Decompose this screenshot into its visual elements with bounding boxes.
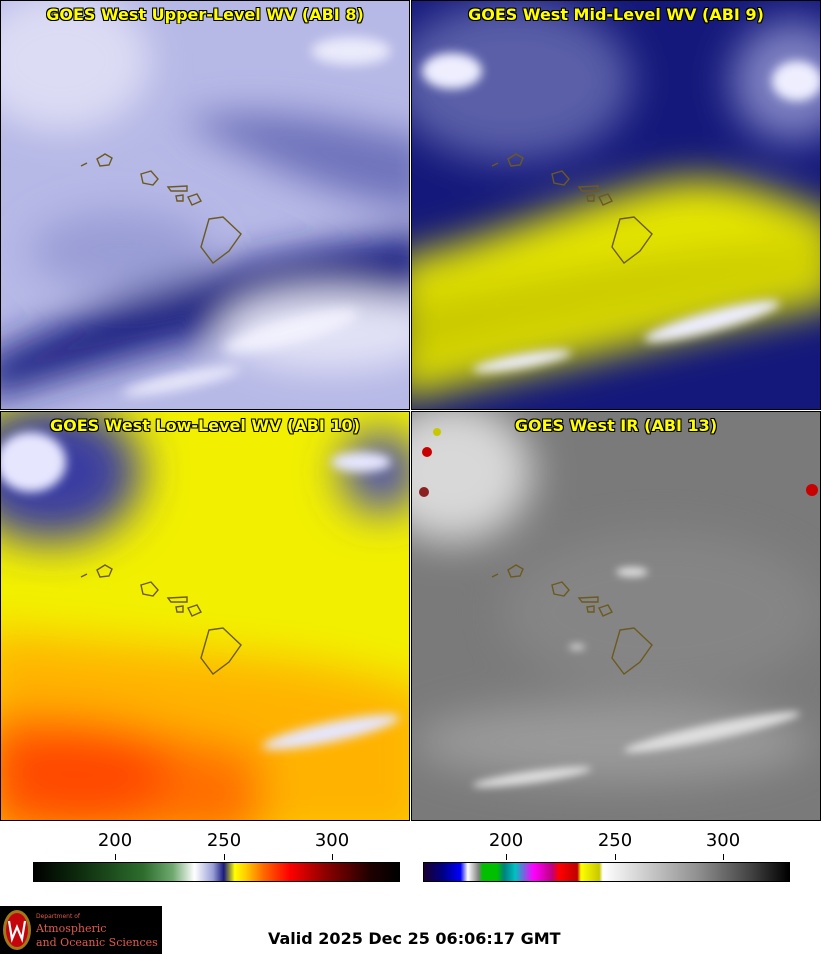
wv-colorbar-ticks: 200 250 300 bbox=[0, 826, 411, 860]
panel-title: GOES West IR (ABI 13) bbox=[514, 416, 718, 435]
ir-panel: GOES West IR (ABI 13) bbox=[411, 411, 821, 821]
aos-logo: Department of Atmospheric and Oceanic Sc… bbox=[0, 906, 162, 954]
low-level-wv-image bbox=[1, 412, 409, 820]
tick-mark bbox=[332, 854, 333, 860]
panel-title: GOES West Low-Level WV (ABI 10) bbox=[49, 416, 360, 435]
ir-image bbox=[412, 412, 820, 820]
tick-mark bbox=[506, 854, 507, 860]
ir-colorbar-ticks: 200 250 300 bbox=[0, 826, 822, 860]
panel-title: GOES West Mid-Level WV (ABI 9) bbox=[468, 5, 764, 24]
upper-level-wv-panel: GOES West Upper-Level WV (ABI 8) bbox=[0, 0, 410, 410]
tick-mark bbox=[615, 854, 616, 860]
wv-colorbar bbox=[33, 862, 400, 882]
mid-level-wv-panel: GOES West Mid-Level WV (ABI 9) bbox=[411, 0, 821, 410]
panel-title: GOES West Upper-Level WV (ABI 8) bbox=[46, 5, 364, 24]
tick-label: 300 bbox=[705, 830, 741, 851]
upper-level-wv-image bbox=[1, 1, 409, 409]
ir-colorbar bbox=[423, 862, 790, 882]
tick-mark bbox=[115, 854, 116, 860]
valid-time: Valid 2025 Dec 25 06:06:17 GMT bbox=[268, 929, 561, 948]
tick-mark bbox=[723, 854, 724, 860]
low-level-wv-panel: GOES West Low-Level WV (ABI 10) bbox=[0, 411, 410, 821]
tick-mark bbox=[224, 854, 225, 860]
tick-label: 200 bbox=[488, 830, 524, 851]
uw-crest-icon bbox=[3, 910, 31, 950]
logo-line: and Oceanic Sciences bbox=[36, 936, 158, 949]
logo-line: Department of bbox=[36, 913, 80, 920]
tick-label: 250 bbox=[206, 830, 242, 851]
tick-label: 300 bbox=[314, 830, 350, 851]
tick-label: 250 bbox=[597, 830, 633, 851]
tick-label: 200 bbox=[97, 830, 133, 851]
logo-line: Atmospheric bbox=[36, 922, 107, 935]
mid-level-wv-image bbox=[412, 1, 820, 409]
